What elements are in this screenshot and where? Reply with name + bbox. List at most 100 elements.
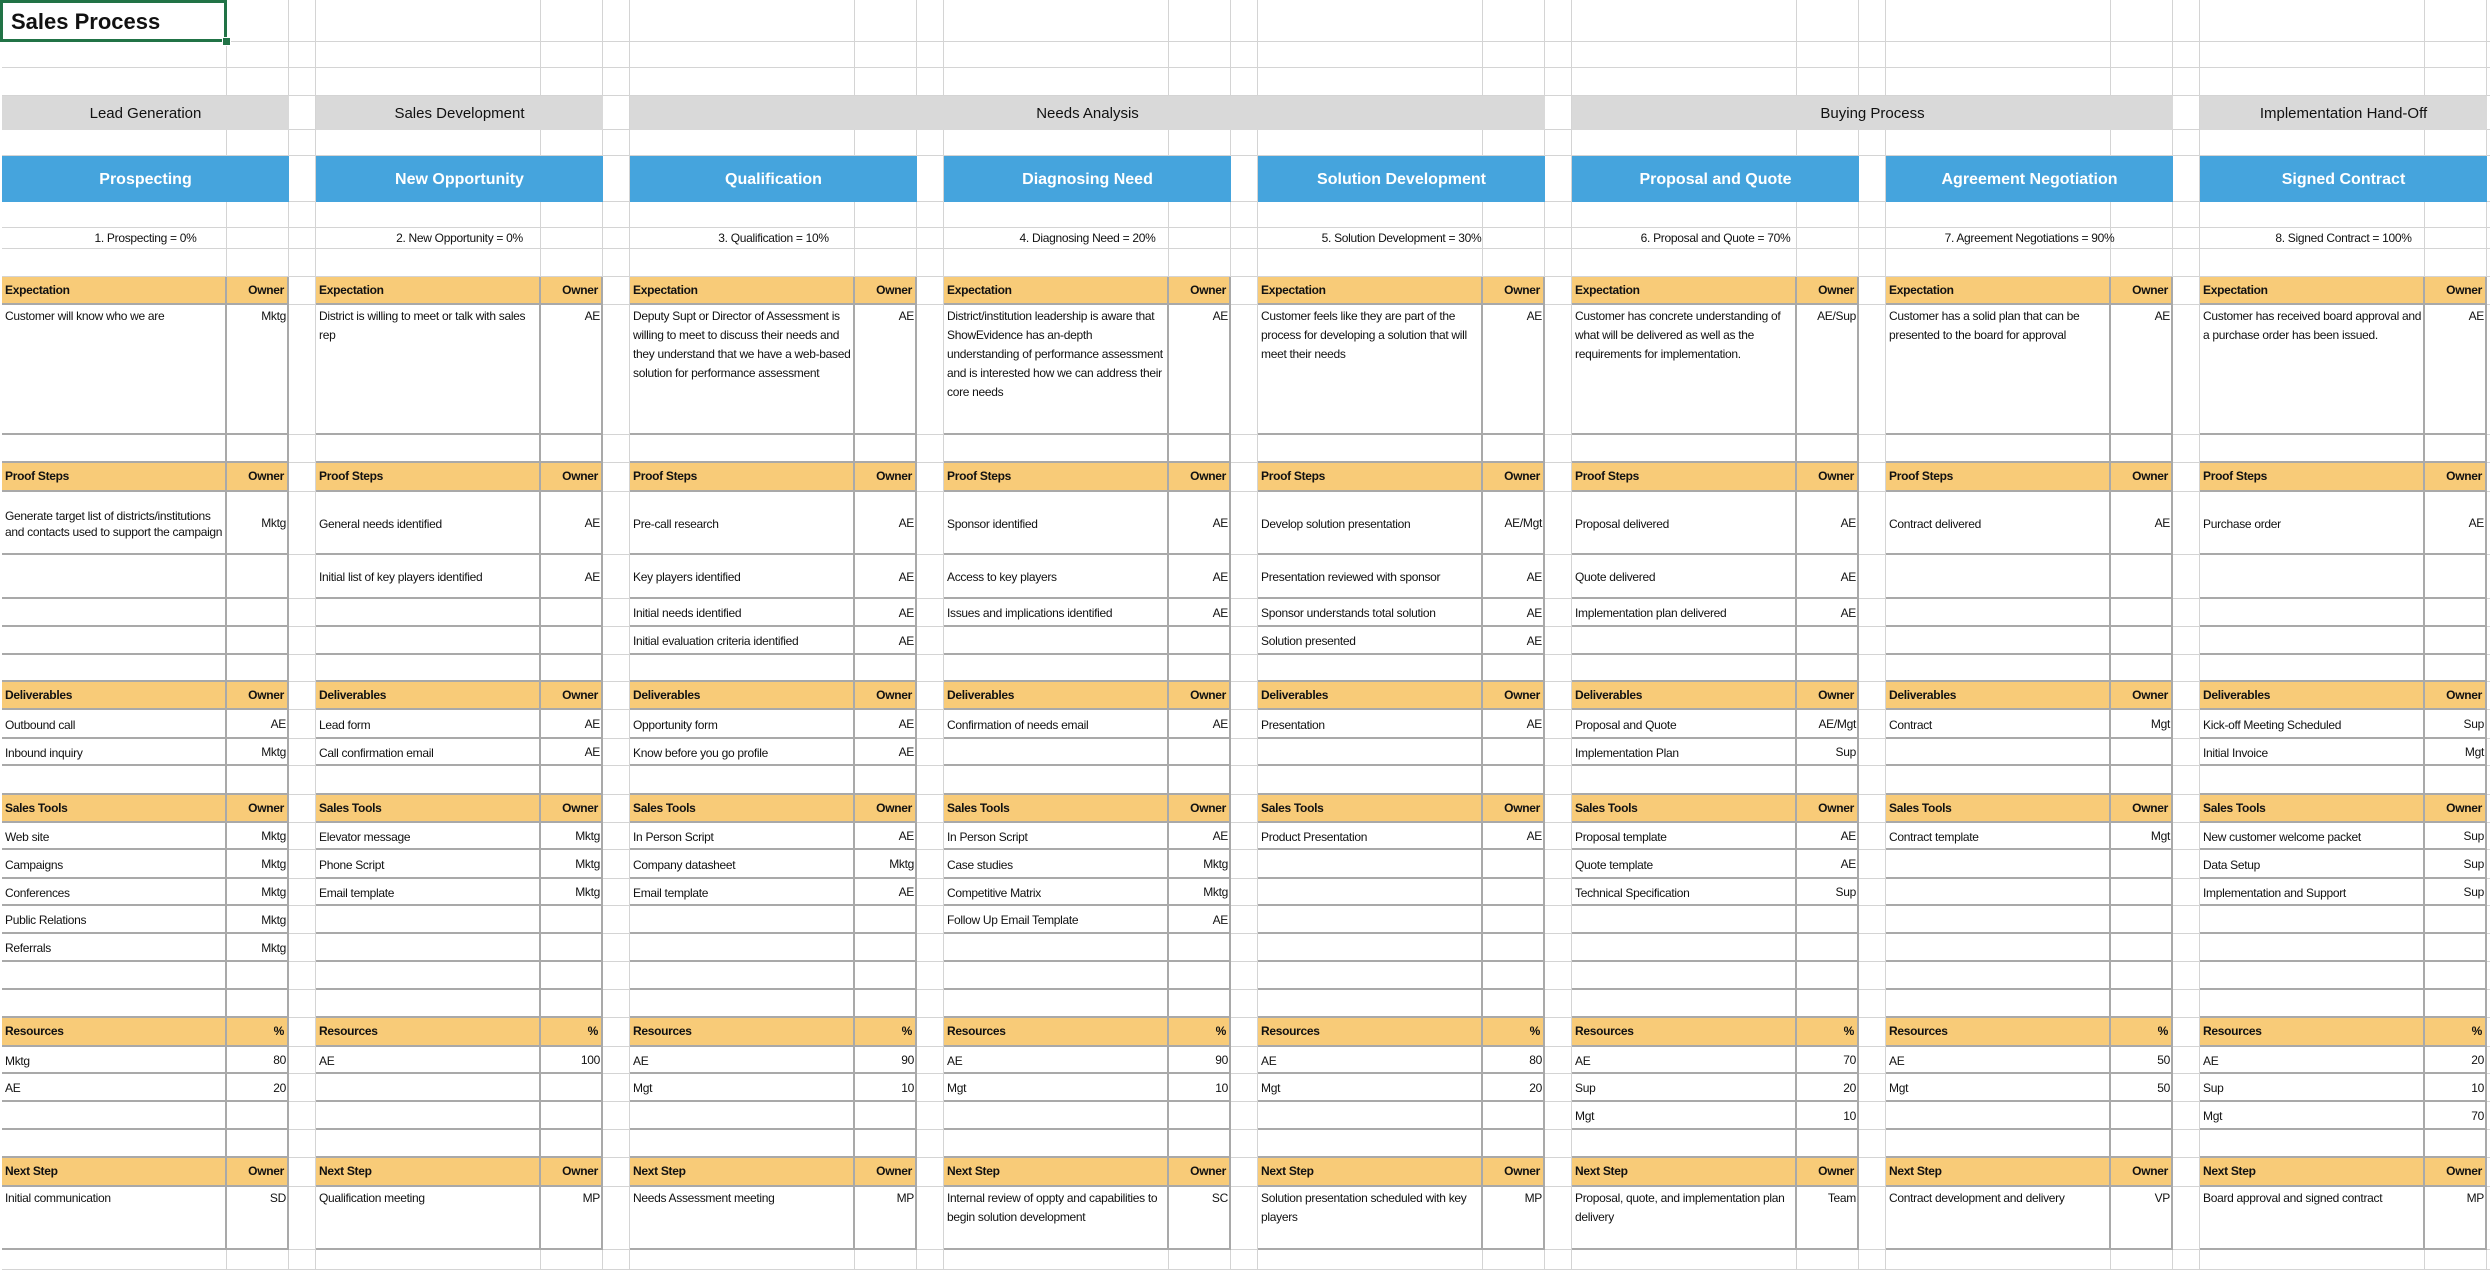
proof-steps-item[interactable]: Sponsor identified — [947, 516, 1038, 531]
grid-cell[interactable] — [917, 1250, 944, 1270]
grid-cell[interactable] — [1545, 492, 1572, 555]
grid-cell[interactable] — [1859, 463, 1886, 492]
grid-cell[interactable] — [917, 1018, 944, 1047]
resources-item[interactable]: AE — [1261, 1053, 1277, 1068]
grid-cell[interactable] — [1797, 1130, 1859, 1158]
grid-cell[interactable] — [1258, 435, 1483, 463]
item-owner[interactable]: Mgt — [2464, 745, 2484, 759]
grid-cell[interactable] — [2, 42, 227, 68]
grid-cell[interactable] — [1859, 1102, 1886, 1130]
grid-cell[interactable] — [289, 1018, 316, 1047]
proof-steps-item[interactable]: Generate target list of districts/instit… — [5, 508, 223, 539]
grid-cell[interactable] — [1886, 305, 2111, 435]
item-owner[interactable]: Sup — [2463, 857, 2485, 871]
grid-cell[interactable] — [1231, 228, 1258, 249]
next-step-owner[interactable]: Team — [1827, 1191, 1856, 1205]
grid-cell[interactable] — [1258, 492, 1483, 555]
grid-cell[interactable] — [1886, 1102, 2111, 1130]
grid-cell[interactable] — [1483, 1250, 1545, 1270]
grid-cell[interactable] — [1231, 990, 1258, 1018]
grid-cell[interactable] — [1859, 1187, 1886, 1250]
item-owner[interactable]: AE — [898, 605, 915, 620]
proof-steps-item[interactable]: Presentation reviewed with sponsor — [1261, 570, 1441, 584]
grid-cell[interactable] — [917, 228, 944, 249]
proof-steps-item[interactable]: Pre-call research — [633, 516, 719, 531]
grid-cell[interactable] — [2425, 1074, 2487, 1102]
grid-cell[interactable] — [1859, 990, 1886, 1018]
deliverables-item[interactable]: Call confirmation email — [319, 745, 434, 760]
grid-cell[interactable] — [227, 68, 289, 96]
sales-tools-item[interactable]: Technical Specification — [1575, 885, 1690, 900]
grid-cell[interactable] — [1483, 962, 1545, 990]
grid-cell[interactable] — [541, 990, 603, 1018]
grid-cell[interactable] — [2173, 850, 2200, 879]
grid-cell[interactable] — [1859, 435, 1886, 463]
grid-cell[interactable] — [1886, 879, 2111, 906]
grid-cell[interactable] — [2487, 1018, 2490, 1047]
grid-cell[interactable] — [1545, 1158, 1572, 1187]
grid-cell[interactable] — [227, 823, 289, 850]
grid-cell[interactable] — [1258, 766, 1483, 795]
item-owner[interactable]: Mktg — [575, 829, 600, 843]
grid-cell[interactable] — [2111, 435, 2173, 463]
grid-cell[interactable] — [855, 599, 917, 627]
item-owner[interactable]: AE — [1212, 717, 1229, 731]
grid-cell[interactable] — [2200, 202, 2425, 228]
item-owner[interactable]: AE — [1212, 516, 1229, 530]
grid-cell[interactable] — [603, 492, 630, 555]
resources-item[interactable]: Mgt — [633, 1081, 653, 1095]
item-owner[interactable]: Mktg — [261, 940, 286, 955]
grid-cell[interactable] — [1797, 710, 1859, 739]
grid-cell[interactable] — [1797, 627, 1859, 655]
grid-cell[interactable] — [1797, 934, 1859, 962]
next-step-text[interactable]: Contract development and delivery — [1889, 1191, 2065, 1205]
item-owner[interactable]: Mktg — [1203, 857, 1228, 871]
grid-cell[interactable] — [1258, 249, 1483, 277]
resources-item[interactable]: AE — [5, 1081, 21, 1095]
grid-cell[interactable] — [2425, 710, 2487, 739]
grid-cell[interactable] — [2487, 627, 2490, 655]
grid-cell[interactable] — [316, 962, 541, 990]
grid-cell[interactable] — [2487, 795, 2490, 823]
grid-cell[interactable] — [630, 1047, 855, 1074]
grid-cell[interactable] — [1797, 1250, 1859, 1270]
item-owner[interactable]: Sup — [1835, 745, 1857, 759]
grid-cell[interactable] — [1231, 492, 1258, 555]
grid-cell[interactable] — [1169, 492, 1231, 555]
item-owner[interactable]: Mktg — [261, 745, 286, 759]
sales-tools-item[interactable]: Email template — [319, 885, 395, 900]
grid-cell[interactable] — [289, 130, 316, 156]
expectation-owner[interactable]: AE — [1526, 309, 1543, 323]
grid-cell[interactable] — [944, 906, 1169, 934]
grid-cell[interactable] — [2173, 249, 2200, 277]
grid-cell[interactable] — [917, 1130, 944, 1158]
grid-cell[interactable] — [316, 879, 541, 906]
grid-cell[interactable] — [917, 249, 944, 277]
expectation-text[interactable]: Customer has received board approval and… — [2203, 309, 2422, 342]
grid-cell[interactable] — [316, 823, 541, 850]
grid-cell[interactable] — [541, 1187, 603, 1250]
grid-cell[interactable] — [316, 0, 541, 42]
grid-cell[interactable] — [1886, 68, 2111, 96]
grid-cell[interactable] — [2173, 962, 2200, 990]
grid-cell[interactable] — [316, 202, 541, 228]
grid-cell[interactable] — [2200, 710, 2425, 739]
grid-cell[interactable] — [603, 655, 630, 682]
grid-cell[interactable] — [2, 228, 227, 249]
grid-cell[interactable] — [1231, 1158, 1258, 1187]
grid-cell[interactable] — [2487, 68, 2490, 96]
grid-cell[interactable] — [917, 1102, 944, 1130]
grid-cell[interactable] — [1231, 1018, 1258, 1047]
grid-cell[interactable] — [2487, 906, 2490, 934]
grid-cell[interactable] — [1572, 766, 1797, 795]
next-step-text[interactable]: Board approval and signed contract — [2203, 1191, 2383, 1205]
grid-cell[interactable] — [2111, 710, 2173, 739]
grid-cell[interactable] — [944, 823, 1169, 850]
grid-cell[interactable] — [855, 435, 917, 463]
grid-cell[interactable] — [2487, 463, 2490, 492]
resource-percent[interactable]: 10 — [1215, 1080, 1228, 1095]
grid-cell[interactable] — [1797, 42, 1859, 68]
grid-cell[interactable] — [2111, 42, 2173, 68]
grid-cell[interactable] — [1258, 1047, 1483, 1074]
grid-cell[interactable] — [1572, 710, 1797, 739]
